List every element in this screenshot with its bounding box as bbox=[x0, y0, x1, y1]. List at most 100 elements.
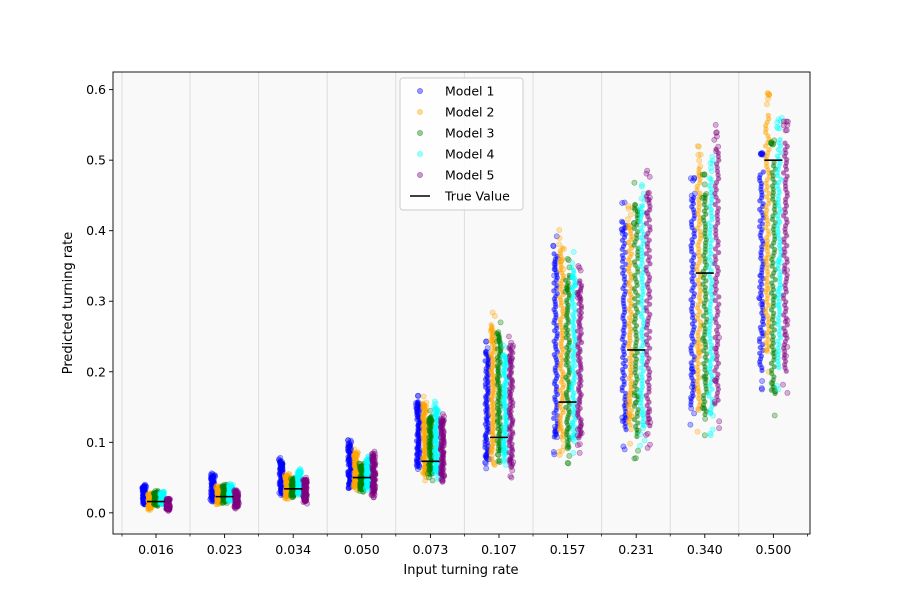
scatter-point bbox=[564, 443, 571, 450]
scatter-point bbox=[282, 495, 289, 502]
scatter-point bbox=[236, 500, 242, 507]
scatter-point bbox=[783, 331, 789, 338]
scatter-point bbox=[708, 356, 715, 363]
scatter-point bbox=[688, 394, 694, 401]
scatter-point bbox=[551, 415, 557, 421]
scatter-point bbox=[500, 353, 506, 359]
scatter-point bbox=[640, 425, 646, 432]
scatter-point bbox=[774, 124, 780, 130]
scatter-point bbox=[413, 402, 419, 409]
scatter-point bbox=[706, 175, 713, 182]
scatter-point bbox=[701, 405, 708, 412]
scatter-point bbox=[619, 264, 625, 270]
scatter-point bbox=[141, 482, 148, 489]
scatter-point bbox=[646, 189, 652, 196]
scatter-points bbox=[139, 90, 791, 514]
scatter-point bbox=[213, 483, 220, 490]
scatter-point bbox=[433, 405, 440, 412]
y-axis: 0.0 0.1 0.2 0.3 0.4 0.5 0.6 bbox=[86, 82, 113, 520]
scatter-point bbox=[420, 405, 427, 411]
scatter-point bbox=[575, 295, 581, 301]
scatter-point bbox=[689, 384, 695, 391]
scatter-point bbox=[552, 423, 558, 430]
scatter-point bbox=[357, 482, 364, 489]
scatter-point bbox=[618, 226, 625, 233]
scatter-point bbox=[363, 458, 370, 465]
scatter-point bbox=[145, 502, 152, 509]
scatter-point bbox=[764, 286, 771, 293]
scatter-point bbox=[345, 437, 351, 444]
scatter-point bbox=[638, 210, 644, 217]
scatter-point bbox=[766, 92, 772, 99]
scatter-point bbox=[372, 453, 379, 460]
scatter-point bbox=[689, 369, 696, 375]
y-tick-label: 0.5 bbox=[86, 153, 106, 168]
scatter-point bbox=[633, 399, 640, 406]
scatter-point bbox=[556, 426, 563, 433]
scatter-point bbox=[695, 349, 702, 356]
scatter-point bbox=[231, 504, 238, 511]
scatter-point bbox=[628, 426, 634, 433]
legend-marker bbox=[417, 88, 423, 94]
scatter-point bbox=[765, 112, 771, 118]
scatter-point bbox=[575, 426, 581, 433]
scatter-point bbox=[621, 446, 628, 453]
scatter-point bbox=[688, 196, 695, 203]
scatter-point bbox=[700, 336, 707, 343]
legend-marker bbox=[417, 172, 423, 178]
scatter-point bbox=[777, 137, 783, 143]
scatter-point bbox=[646, 408, 653, 415]
scatter-point bbox=[564, 459, 571, 466]
scatter-point bbox=[577, 267, 584, 274]
scatter-point bbox=[557, 258, 564, 265]
scatter-point bbox=[207, 496, 214, 503]
scatter-point bbox=[302, 498, 308, 505]
scatter-point bbox=[756, 294, 763, 301]
scatter-point bbox=[571, 281, 577, 288]
scatter-point bbox=[716, 418, 723, 425]
scatter-point bbox=[762, 243, 769, 249]
y-tick-label: 0.2 bbox=[86, 364, 106, 379]
x-tick-label: 0.500 bbox=[756, 542, 792, 557]
scatter-point bbox=[687, 421, 694, 428]
scatter-point bbox=[427, 466, 434, 472]
x-axis: 0.016 0.023 0.034 0.050 0.073 0.107 0.157 0.231… bbox=[121, 534, 808, 557]
scatter-point bbox=[550, 448, 557, 455]
scatter-point bbox=[632, 201, 638, 208]
scatter-point bbox=[502, 363, 509, 370]
scatter-point bbox=[690, 177, 696, 184]
scatter-point bbox=[556, 241, 562, 248]
x-axis-label: Input turning rate bbox=[403, 563, 518, 578]
scatter-point bbox=[712, 377, 718, 384]
scatter-point bbox=[356, 460, 363, 467]
scatter-point bbox=[764, 348, 771, 355]
scatter-point bbox=[488, 322, 494, 328]
scatter-point bbox=[300, 493, 306, 499]
scatter-point bbox=[487, 327, 494, 334]
scatter-point bbox=[295, 491, 301, 497]
scatter-point bbox=[635, 447, 641, 454]
scatter-point bbox=[768, 140, 775, 147]
y-tick-label: 0.4 bbox=[86, 223, 106, 238]
y-tick-label: 0.6 bbox=[86, 82, 106, 97]
scatter-point bbox=[508, 358, 515, 365]
scatter-point bbox=[619, 252, 626, 258]
scatter-point bbox=[710, 412, 716, 419]
scatter-point bbox=[712, 345, 719, 352]
scatter-point bbox=[507, 473, 514, 480]
scatter-point bbox=[774, 382, 780, 389]
x-tick-label: 0.157 bbox=[550, 542, 586, 557]
scatter-point bbox=[625, 225, 632, 231]
scatter-point bbox=[351, 451, 358, 458]
scatter-point bbox=[345, 485, 352, 491]
scatter-point bbox=[560, 266, 567, 273]
scatter-point bbox=[413, 400, 419, 406]
scatter-point bbox=[637, 442, 643, 449]
scatter-point bbox=[209, 471, 216, 477]
scatter-point bbox=[784, 317, 791, 324]
scatter-point bbox=[712, 122, 719, 128]
scatter-point bbox=[701, 171, 708, 178]
scatter-point bbox=[700, 194, 707, 201]
legend-entry: Model 3 bbox=[445, 126, 494, 141]
x-tick-label: 0.073 bbox=[413, 542, 449, 557]
